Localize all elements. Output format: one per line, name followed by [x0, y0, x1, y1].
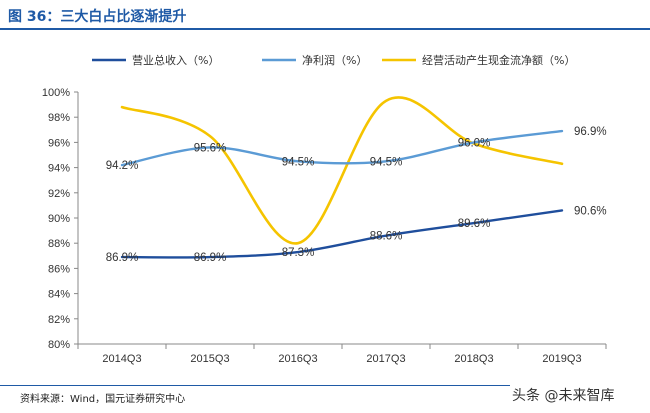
series-line-2 [120, 96, 564, 245]
y-tick-label: 96% [48, 137, 70, 149]
data-label: 94.2% [106, 160, 139, 172]
source-note: 资料来源：Wind，国元证券研究中心 [20, 394, 186, 405]
x-tick-label: 2014Q3 [102, 353, 141, 365]
y-tick-label: 82% [48, 314, 70, 326]
x-tick-label: 2019Q3 [542, 353, 581, 365]
axes: 80% 82% 84% 86% 88% 90% 92% 94% 96% 98% 100% 2014Q3… [42, 87, 607, 365]
x-tick-label: 2018Q3 [454, 353, 493, 365]
y-tick-label: 80% [48, 339, 70, 351]
legend-label-0: 营业总收入（%） [132, 53, 219, 67]
figure-title: 图 36：三大白占比逐渐提升 [8, 9, 187, 25]
series-line-0 [120, 209, 564, 259]
data-labels: 86.9% 86.9% 87.3% 88.6% 89.6% 90.6% 94.2% 95.6%… [106, 126, 607, 264]
y-tick-label: 94% [48, 163, 70, 175]
y-tick-label: 86% [48, 263, 70, 275]
line-chart: 营业总收入（%） 净利润（%） 经营活动产生现金流净额（%） 80% 82% 84% 86… [42, 53, 607, 365]
y-tick-label: 90% [48, 213, 70, 225]
title-rule [0, 28, 650, 30]
data-label: 86.9% [106, 252, 139, 264]
source-rule [0, 385, 510, 386]
data-label: 86.9% [194, 252, 227, 264]
x-tick-label: 2015Q3 [190, 353, 229, 365]
data-label: 88.6% [370, 231, 403, 243]
data-label: 95.6% [194, 142, 227, 154]
legend-label-1: 净利润（%） [302, 53, 367, 67]
plot-area [120, 96, 564, 259]
data-label: 87.3% [282, 247, 315, 259]
data-label: 96.0% [458, 137, 491, 149]
legend: 营业总收入（%） 净利润（%） 经营活动产生现金流净额（%） [92, 53, 575, 67]
series-line-1 [120, 129, 564, 167]
watermark: 头条 @未来智库 [512, 388, 615, 404]
data-label: 94.5% [370, 156, 403, 168]
y-tick-label: 88% [48, 238, 70, 250]
y-tick-label: 84% [48, 289, 70, 301]
x-tick-label: 2016Q3 [278, 353, 317, 365]
data-label: 89.6% [458, 218, 491, 230]
x-tick-label: 2017Q3 [366, 353, 405, 365]
data-label: 90.6% [574, 205, 607, 217]
y-tick-label: 98% [48, 112, 70, 124]
data-label: 94.5% [282, 156, 315, 168]
data-label: 96.9% [574, 126, 607, 138]
legend-label-2: 经营活动产生现金流净额（%） [422, 53, 575, 67]
y-tick-label: 100% [42, 87, 70, 99]
y-tick-label: 92% [48, 188, 70, 200]
